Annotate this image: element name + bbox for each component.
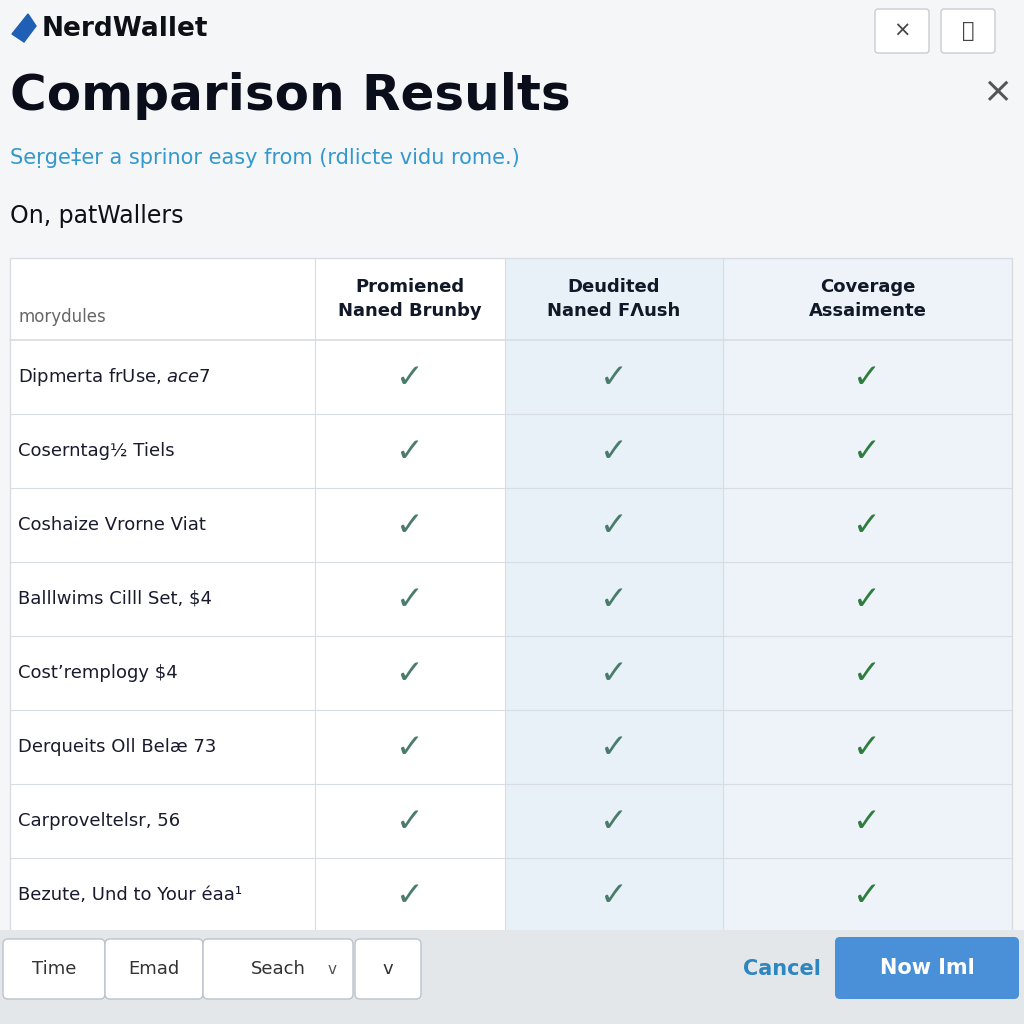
FancyBboxPatch shape: [3, 939, 105, 999]
Text: ✓: ✓: [853, 879, 882, 911]
Polygon shape: [12, 14, 36, 42]
Text: Emad: Emad: [128, 961, 179, 978]
FancyBboxPatch shape: [0, 930, 1024, 1024]
Text: Seach: Seach: [251, 961, 305, 978]
Text: v: v: [383, 961, 393, 978]
FancyBboxPatch shape: [355, 939, 421, 999]
Text: On, patWallers: On, patWallers: [10, 204, 183, 228]
Text: Bezute, Und to Your éaa¹: Bezute, Und to Your éaa¹: [18, 886, 242, 904]
FancyBboxPatch shape: [874, 9, 929, 53]
FancyBboxPatch shape: [835, 937, 1019, 999]
Text: ×: ×: [893, 22, 910, 41]
Text: Derqueits Oll Belæ 73: Derqueits Oll Belæ 73: [18, 738, 216, 756]
Text: ✓: ✓: [853, 656, 882, 689]
Text: Carproveltelsr, 56: Carproveltelsr, 56: [18, 812, 180, 830]
FancyBboxPatch shape: [723, 258, 1012, 932]
Text: ✓: ✓: [396, 509, 424, 542]
Text: ✓: ✓: [853, 360, 882, 393]
Text: ✓: ✓: [600, 879, 628, 911]
Text: Coserntag½ Tiels: Coserntag½ Tiels: [18, 442, 175, 460]
Text: Comparison Results: Comparison Results: [10, 72, 570, 120]
Text: ✓: ✓: [600, 656, 628, 689]
Text: ×: ×: [982, 75, 1012, 109]
Text: Cancel: Cancel: [743, 959, 821, 979]
Text: Coshaize Vrorne Viat: Coshaize Vrorne Viat: [18, 516, 206, 534]
FancyBboxPatch shape: [505, 258, 723, 932]
FancyBboxPatch shape: [315, 258, 505, 932]
Text: 🔍: 🔍: [962, 22, 974, 41]
Text: ✓: ✓: [853, 509, 882, 542]
Text: ✓: ✓: [396, 360, 424, 393]
Text: Promiened
Naned Brunby: Promiened Naned Brunby: [338, 278, 482, 321]
Text: Cost’remplogy $4: Cost’remplogy $4: [18, 664, 178, 682]
FancyBboxPatch shape: [941, 9, 995, 53]
Text: ✓: ✓: [396, 583, 424, 615]
Text: ✓: ✓: [853, 730, 882, 764]
Text: Time: Time: [32, 961, 76, 978]
Text: Deudited
Naned FΛush: Deudited Naned FΛush: [548, 278, 681, 321]
Text: ✓: ✓: [396, 879, 424, 911]
Text: morydules: morydules: [18, 308, 105, 326]
Text: v: v: [328, 962, 337, 977]
FancyBboxPatch shape: [105, 939, 203, 999]
FancyBboxPatch shape: [10, 258, 315, 932]
Text: Balllwims Cilll Set, $4: Balllwims Cilll Set, $4: [18, 590, 212, 608]
Text: ✓: ✓: [600, 360, 628, 393]
Text: ✓: ✓: [600, 509, 628, 542]
Text: ✓: ✓: [600, 583, 628, 615]
Text: NerdWallet: NerdWallet: [42, 16, 209, 42]
Text: ✓: ✓: [853, 805, 882, 838]
Text: ✓: ✓: [600, 434, 628, 468]
Text: ✓: ✓: [396, 730, 424, 764]
Text: ✓: ✓: [600, 730, 628, 764]
Text: Dipmerta frUse, $ace $7: Dipmerta frUse, $ace $7: [18, 366, 211, 388]
Text: ✓: ✓: [396, 434, 424, 468]
Text: ✓: ✓: [853, 434, 882, 468]
Text: ✓: ✓: [600, 805, 628, 838]
Text: Coverage
Assaimente: Coverage Assaimente: [809, 278, 927, 321]
Text: ✓: ✓: [396, 656, 424, 689]
Text: ✓: ✓: [396, 805, 424, 838]
Text: ✓: ✓: [853, 583, 882, 615]
Text: Now Iml: Now Iml: [880, 958, 975, 978]
Text: Seṛge‡er a sprinor easy from (rdlicte vidu rome.): Seṛge‡er a sprinor easy from (rdlicte vi…: [10, 148, 520, 168]
FancyBboxPatch shape: [203, 939, 353, 999]
